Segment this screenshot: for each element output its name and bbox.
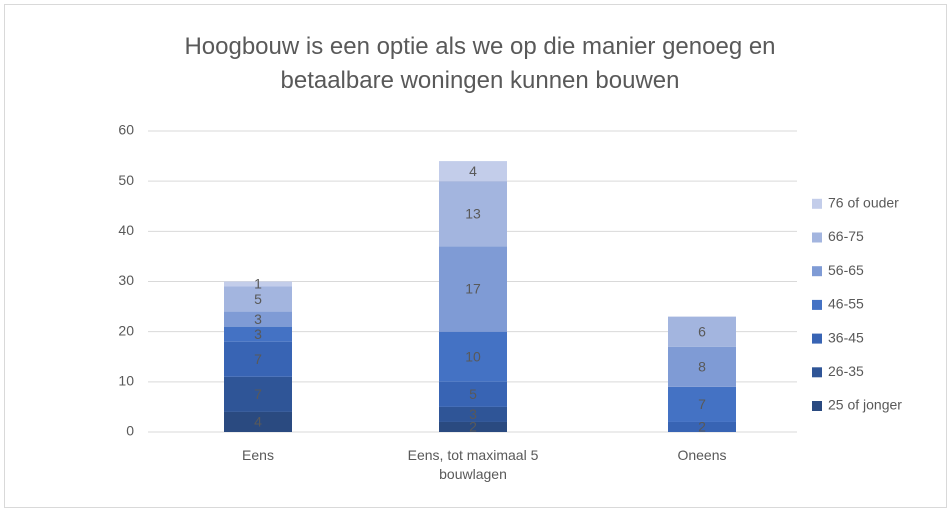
bar-segment	[224, 326, 292, 342]
bar-segment	[224, 376, 292, 412]
data-label: 2	[698, 419, 706, 435]
bar-segment	[224, 341, 292, 377]
y-tick-label: 60	[118, 122, 134, 138]
legend-swatch	[812, 333, 822, 344]
x-tick-label: Eens, tot maximaal 5 bouwlagen	[407, 447, 539, 482]
bar-segment	[224, 311, 292, 327]
chart-border	[4, 4, 947, 508]
data-label: 7	[254, 351, 262, 367]
data-label: 1	[254, 276, 262, 292]
x-tick-label: Oneens	[677, 447, 727, 463]
data-label: 7	[698, 396, 706, 412]
y-tick-label: 10	[118, 373, 134, 389]
data-label: 7	[254, 386, 262, 402]
bar-segment	[668, 386, 736, 422]
data-label: 3	[254, 311, 262, 327]
x-tick-label: Eens	[242, 447, 274, 463]
data-label: 17	[465, 281, 481, 297]
bar-segment	[439, 381, 507, 407]
data-label: 3	[469, 406, 477, 422]
bar-segment	[224, 281, 292, 287]
legend-label: 36-45	[828, 329, 864, 345]
bar-segment	[224, 411, 292, 432]
bar-segment	[668, 346, 736, 387]
bar-segment	[439, 406, 507, 422]
legend-swatch	[812, 198, 822, 209]
legend-label: 76 of ouder	[828, 195, 899, 211]
bar-segment	[439, 181, 507, 247]
data-label: 8	[698, 358, 706, 374]
data-label: 10	[465, 348, 481, 364]
legend-label: 56-65	[828, 262, 864, 278]
data-label: 3	[254, 326, 262, 342]
legend-swatch	[812, 367, 822, 378]
legend-label: 26-35	[828, 363, 864, 379]
chart-title: Hoogbouw is een optie als we op die mani…	[184, 33, 776, 94]
y-tick-label: 50	[118, 172, 134, 188]
y-tick-label: 30	[118, 272, 134, 288]
legend-label: 25 of jonger	[828, 397, 902, 413]
data-label: 2	[469, 419, 477, 435]
legend-swatch	[812, 266, 822, 277]
bar-segment	[668, 316, 736, 347]
legend-swatch	[812, 401, 822, 411]
y-tick-label: 0	[126, 423, 134, 439]
legend-label: 46-55	[828, 296, 864, 312]
bar-segment	[439, 421, 507, 432]
data-label: 5	[254, 291, 262, 307]
bar-segment	[439, 161, 507, 182]
data-label: 6	[698, 323, 706, 339]
data-label: 4	[469, 163, 477, 179]
data-label: 13	[465, 205, 481, 221]
bar-segment	[439, 246, 507, 332]
data-label: 4	[254, 414, 262, 430]
data-label: 5	[469, 386, 477, 402]
y-tick-label: 40	[118, 222, 134, 238]
legend-swatch	[812, 232, 822, 243]
bar-segment	[439, 331, 507, 382]
legend-swatch	[812, 299, 822, 310]
bar-segment	[224, 286, 292, 312]
y-tick-label: 20	[118, 322, 134, 338]
legend-label: 66-75	[828, 228, 864, 244]
bar-segment	[668, 421, 736, 432]
